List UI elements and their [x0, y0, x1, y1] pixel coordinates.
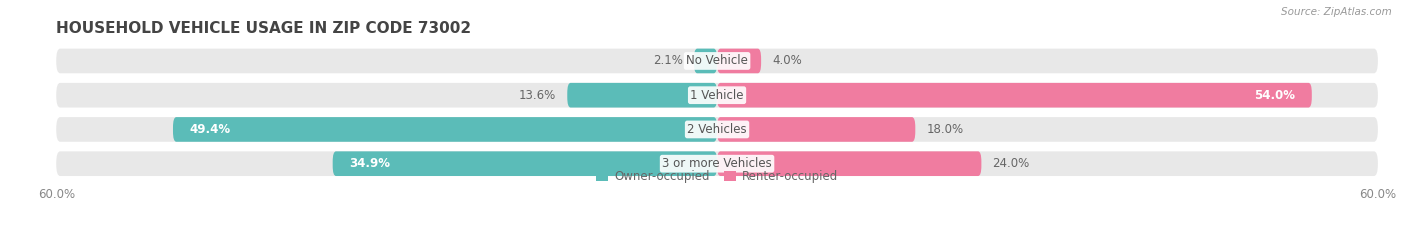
Text: 24.0%: 24.0% — [993, 157, 1029, 170]
Text: HOUSEHOLD VEHICLE USAGE IN ZIP CODE 73002: HOUSEHOLD VEHICLE USAGE IN ZIP CODE 7300… — [56, 21, 471, 36]
FancyBboxPatch shape — [56, 117, 1378, 142]
FancyBboxPatch shape — [173, 117, 717, 142]
Text: 54.0%: 54.0% — [1254, 89, 1295, 102]
Text: 3 or more Vehicles: 3 or more Vehicles — [662, 157, 772, 170]
Text: 2.1%: 2.1% — [652, 55, 683, 67]
FancyBboxPatch shape — [717, 49, 761, 73]
Text: 49.4%: 49.4% — [190, 123, 231, 136]
Text: 1 Vehicle: 1 Vehicle — [690, 89, 744, 102]
FancyBboxPatch shape — [717, 151, 981, 176]
FancyBboxPatch shape — [567, 83, 717, 108]
FancyBboxPatch shape — [56, 151, 1378, 176]
FancyBboxPatch shape — [695, 49, 717, 73]
Text: 18.0%: 18.0% — [927, 123, 963, 136]
Text: Source: ZipAtlas.com: Source: ZipAtlas.com — [1281, 7, 1392, 17]
Text: 2 Vehicles: 2 Vehicles — [688, 123, 747, 136]
FancyBboxPatch shape — [56, 83, 1378, 108]
FancyBboxPatch shape — [333, 151, 717, 176]
FancyBboxPatch shape — [717, 83, 1312, 108]
Text: 13.6%: 13.6% — [519, 89, 557, 102]
Legend: Owner-occupied, Renter-occupied: Owner-occupied, Renter-occupied — [592, 165, 842, 188]
Text: No Vehicle: No Vehicle — [686, 55, 748, 67]
FancyBboxPatch shape — [717, 117, 915, 142]
FancyBboxPatch shape — [56, 49, 1378, 73]
Text: 34.9%: 34.9% — [349, 157, 391, 170]
Text: 4.0%: 4.0% — [772, 55, 801, 67]
